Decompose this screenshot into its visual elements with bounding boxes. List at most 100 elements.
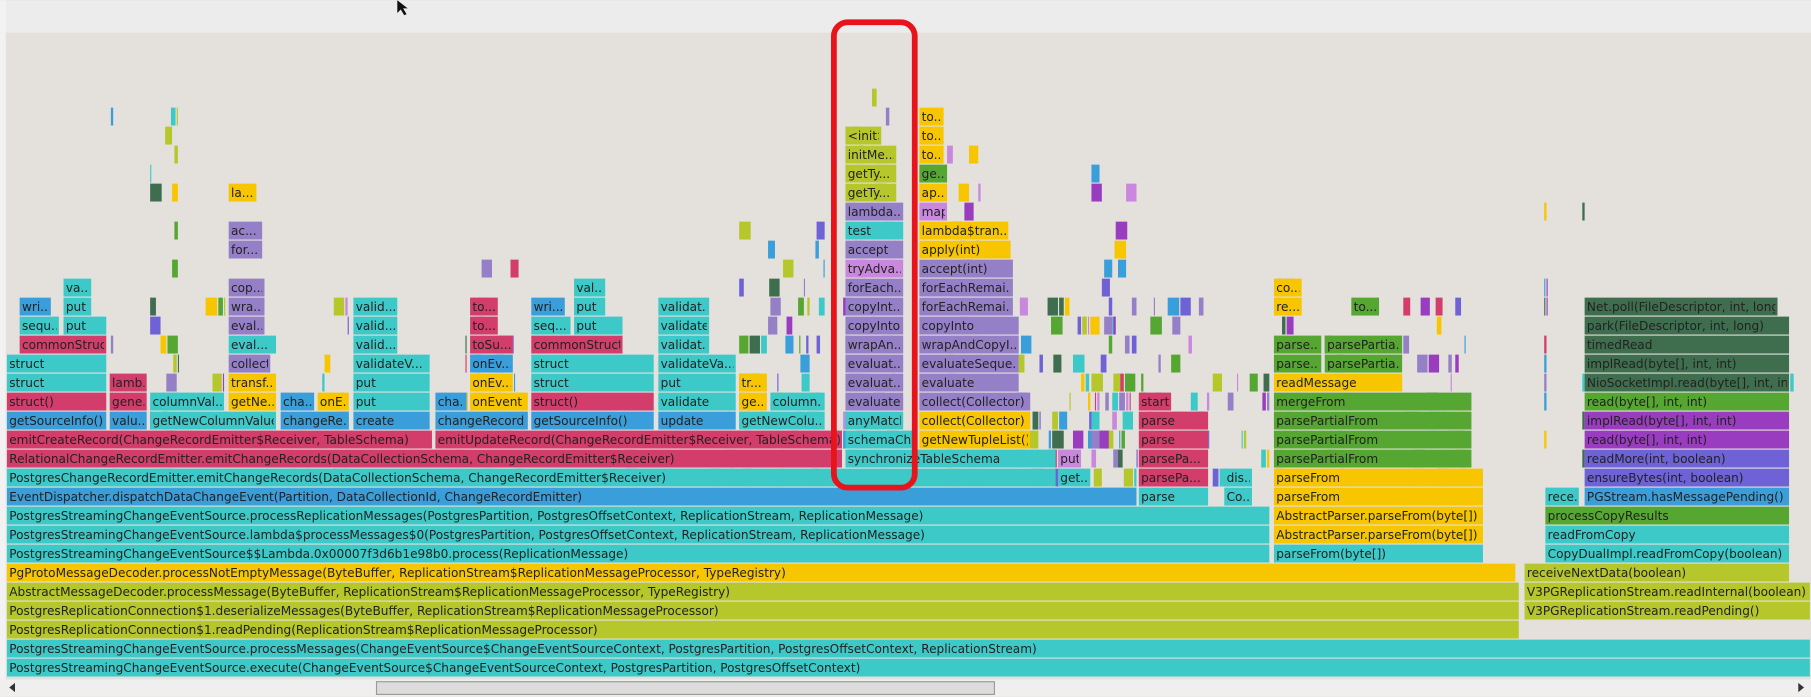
frame-label: copyInto	[848, 319, 900, 333]
frame	[815, 240, 819, 259]
frame	[739, 278, 744, 297]
frame-label: va...	[66, 281, 92, 295]
frame-label: mergeFrom	[1276, 395, 1345, 409]
frame-label: onEvent	[472, 395, 522, 409]
frame-label: eval...	[231, 319, 268, 333]
frame	[6, 525, 1270, 544]
frame	[786, 316, 793, 335]
frame	[919, 373, 1019, 392]
frame	[799, 335, 801, 354]
frame-label: <init>	[848, 129, 887, 143]
frame-label: put	[356, 395, 376, 409]
frame	[1249, 373, 1258, 392]
frame-label: PgProtoMessageDecoder.processNotEmptyMes…	[9, 566, 786, 580]
frame	[1112, 392, 1119, 411]
frame	[465, 335, 467, 354]
frame-label: PostgresStreamingChangeEventSource$$Lamb…	[9, 547, 628, 561]
scroll-left[interactable]	[9, 682, 16, 693]
frame	[1052, 430, 1064, 449]
frame	[1190, 392, 1198, 411]
frame	[785, 335, 794, 354]
frame-label: validat...	[661, 338, 714, 352]
frame-label: PostgresStreamingChangeEventSource.lambd…	[9, 528, 925, 542]
frame	[1524, 601, 1810, 620]
frame	[19, 335, 107, 354]
frame-label: evaluate	[922, 376, 975, 390]
frame	[470, 297, 498, 316]
frame-label: ensureBytes(int, boolean)	[1587, 471, 1744, 485]
scroll-right[interactable]	[1798, 682, 1805, 693]
frame	[845, 392, 904, 411]
frame	[6, 430, 432, 449]
frame	[761, 335, 767, 354]
frame	[919, 335, 1019, 354]
frame	[1090, 316, 1100, 335]
frame	[947, 145, 953, 164]
frame	[1545, 487, 1579, 506]
frame	[465, 354, 467, 373]
frame	[205, 297, 218, 316]
frame	[1171, 354, 1181, 373]
frame	[845, 316, 904, 335]
frame-label: struct	[534, 357, 569, 371]
frame	[1032, 411, 1039, 430]
frame	[6, 354, 107, 373]
frame-label: initMe...	[848, 148, 897, 162]
frame	[845, 259, 904, 278]
frame-label: to...	[922, 129, 946, 143]
frame	[919, 164, 948, 183]
frame-label: start	[1141, 395, 1169, 409]
frame-label: put	[576, 300, 596, 314]
frame-label: get...	[1060, 471, 1091, 485]
frame	[1119, 430, 1121, 449]
frame-label: seq...	[534, 319, 567, 333]
frame	[110, 107, 114, 126]
frame-label: parsePa...	[1141, 452, 1201, 466]
frame	[919, 430, 1031, 449]
frame-label: struct()	[534, 395, 579, 409]
scroll-thumb[interactable]	[375, 681, 996, 695]
frame	[803, 278, 806, 297]
frame	[6, 392, 107, 411]
frame	[919, 278, 1013, 297]
frame-label: re...	[1276, 300, 1300, 314]
frame	[1069, 392, 1071, 411]
frame	[228, 297, 265, 316]
frame	[1020, 335, 1032, 354]
frame	[1099, 430, 1109, 449]
frame	[919, 145, 944, 164]
frame	[1105, 392, 1109, 411]
frame	[1039, 354, 1043, 373]
frame	[1051, 316, 1063, 335]
frame	[1138, 430, 1209, 449]
frame	[816, 221, 825, 240]
frame-label: AbstractParser.parseFrom(byte[])	[1276, 528, 1477, 542]
frame-label: getNewColu...	[741, 414, 826, 428]
frame	[172, 183, 178, 202]
frame-label: parse...	[1276, 338, 1321, 352]
frame	[1448, 354, 1452, 373]
frame-label: forEach...	[848, 281, 906, 295]
frame-label: wrapAndCopyI...	[922, 338, 1021, 352]
frame	[801, 373, 810, 392]
frame	[322, 373, 325, 392]
frame	[1134, 468, 1137, 487]
frame-label: evaluate	[848, 395, 901, 409]
frame	[1212, 373, 1222, 392]
frame-label: struct	[9, 376, 44, 390]
frame	[1150, 316, 1162, 335]
frame	[1582, 449, 1585, 468]
frame-label: lambda...	[848, 205, 905, 219]
frame	[919, 126, 944, 145]
frame	[958, 183, 970, 202]
frame	[1091, 430, 1099, 449]
frame	[218, 297, 223, 316]
frame	[1582, 373, 1585, 392]
frame-label: columnVal...	[152, 395, 226, 409]
frame	[150, 392, 225, 411]
frame	[1351, 297, 1380, 316]
frame	[1544, 430, 1547, 449]
frame	[1091, 411, 1100, 430]
frame-label: forEachRemai...	[922, 300, 1018, 314]
